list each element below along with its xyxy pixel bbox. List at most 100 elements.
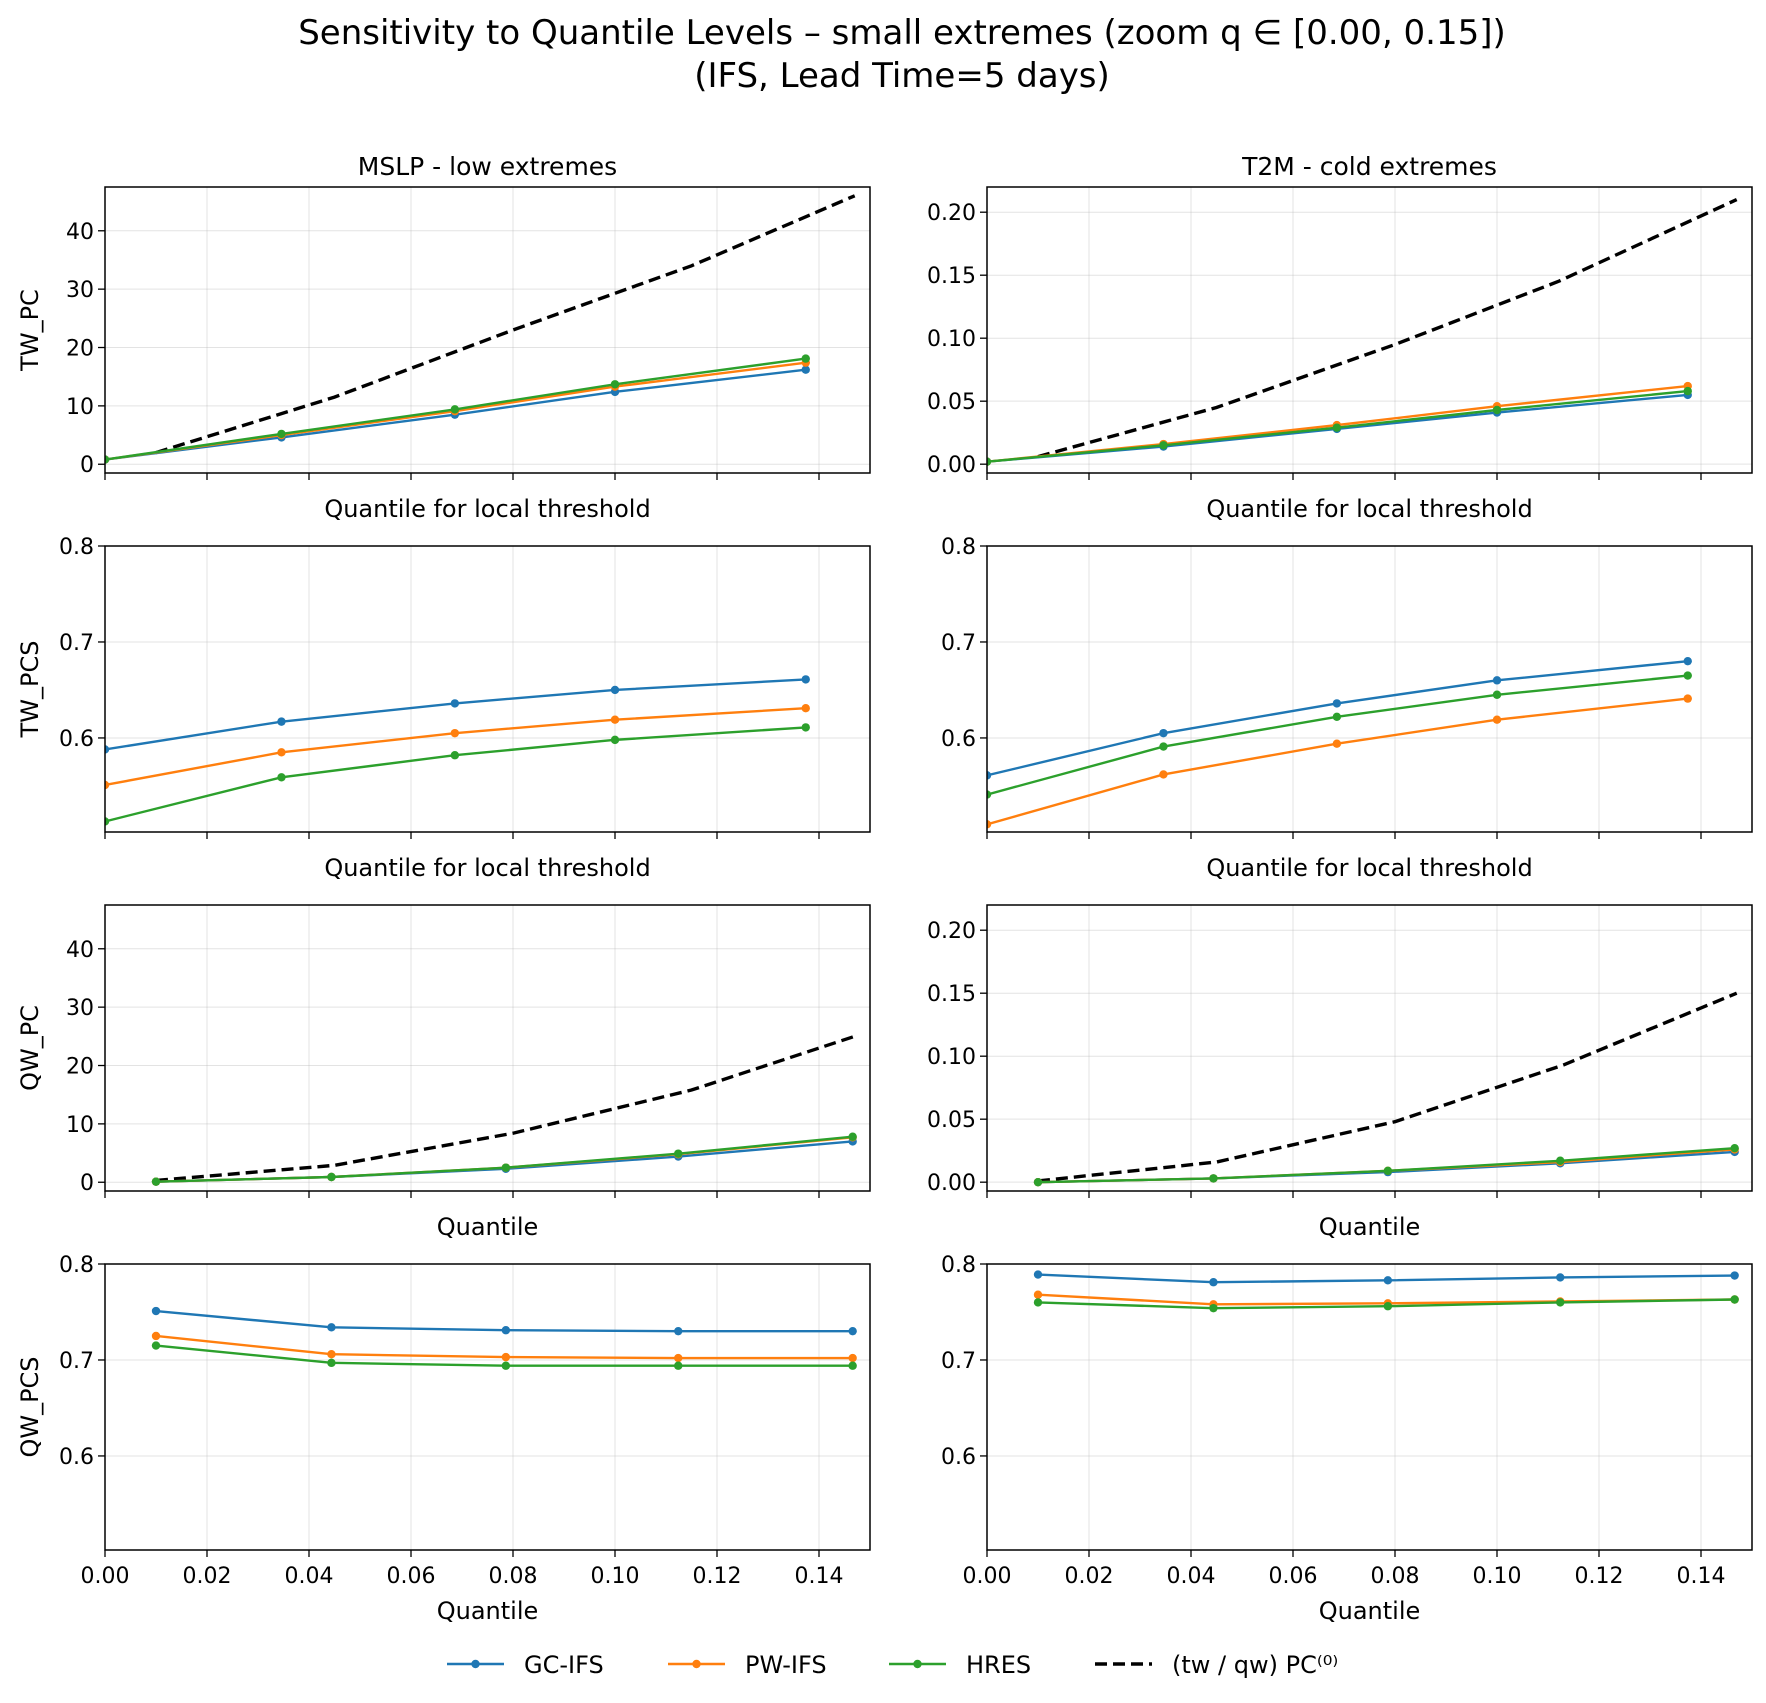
panel-r0-c0: 0 10 20 30 40 MSLP - low extremes Quantile for… (16, 152, 871, 523)
panel-r1-c0-point-gc-ifs-0 (105, 745, 110, 754)
panel-r1-c1-point-gc-ifs-3 (1492, 676, 1502, 685)
panel-r0-c1-ytick-label-3: 0.15 (927, 264, 976, 289)
panel-r3-c0-ylabel: QW_PCS (16, 1356, 44, 1457)
panel-r3-c1-point-gc-ifs-3 (1556, 1273, 1565, 1282)
panel-r2-c1-series-hres (1037, 1146, 1735, 1184)
panel-r3-c1-point-pw-ifs-0 (1033, 1290, 1043, 1299)
panel-r1-c1-point-hres-4 (1683, 671, 1692, 680)
panel-r3-c0-point-pw-ifs-0 (151, 1331, 161, 1341)
panel-r1-c0-point-pw-ifs-0 (105, 780, 110, 790)
panel-r3-c1-frame (986, 1263, 1753, 1551)
panel-r2-c1-ytick-label-3: 0.15 (927, 982, 976, 1007)
panel-r0-c0-ytick-label-4: 40 (66, 220, 94, 245)
panel-r3-c0-frame (104, 1263, 871, 1551)
panel-r2-c0: 0 10 20 30 40 Quantile QW_PC (16, 904, 871, 1241)
panel-r1-c0-ylabel: TW_PCS (16, 641, 44, 739)
panel-r1-c0-xlabel: Quantile for local threshold (324, 854, 650, 882)
panel-r1-c1-ytick-label-2: 0.8 (941, 535, 976, 560)
panel-r2-c0-ytick-label-1: 10 (66, 1113, 94, 1138)
panel-r3-c0-plot-area (151, 1306, 857, 1370)
panel-r0-c0-point-gc-ifs-4 (801, 365, 810, 374)
panel-r3-c1-point-gc-ifs-2 (1383, 1276, 1393, 1285)
panel-r1-c1-point-hres-2 (1332, 712, 1342, 722)
panel-r2-c0-ylabel: QW_PC (16, 1005, 44, 1091)
panel-r2-c0-plot-area (151, 1034, 857, 1186)
panel-r0-c0-point-hres-3 (610, 380, 620, 389)
panel-r3-c1-point-hres-4 (1730, 1295, 1739, 1304)
panel-r1-c1-point-pw-ifs-0 (987, 820, 992, 829)
panel-r3-c1-plot-area (1033, 1270, 1739, 1313)
panel-r3-c0-point-gc-ifs-3 (674, 1326, 683, 1336)
panel-r1-c1-point-pw-ifs-2 (1332, 739, 1342, 748)
panel-r0-c1-point-hres-0 (987, 457, 992, 466)
panel-r1-c1-plot-area (987, 656, 1692, 829)
panel-r2-c0-point-hres-4 (848, 1132, 857, 1141)
panel-r3-c0-ytick-label-0: 0.6 (59, 1445, 94, 1470)
panel-r1-c1-point-gc-ifs-4 (1683, 656, 1692, 666)
panel-r3-c1-point-gc-ifs-1 (1209, 1278, 1218, 1287)
panel-r0-c1-point-hres-3 (1492, 405, 1502, 415)
panel-r3-c1-xtick-label-1: 0.02 (1065, 1564, 1114, 1589)
panel-r0-c1-ytick-label-1: 0.05 (927, 390, 976, 415)
panel-r0-c1-point-hres-1 (1159, 441, 1168, 450)
panel-r3-c1-xtick-label-6: 0.12 (1575, 1564, 1624, 1589)
figure-title-line1: Sensitivity to Quantile Levels – small e… (298, 13, 1506, 53)
panel-r1-c0-point-gc-ifs-1 (277, 717, 286, 726)
panel-r2-c0-series-pw-ifs (155, 1136, 853, 1183)
panel-r0-c1-point-hres-4 (1683, 386, 1692, 396)
panel-r3-c0-point-pw-ifs-2 (501, 1352, 511, 1362)
panel-r1-c1-frame (986, 545, 1753, 833)
panel-r1-c0-ytick-label-1: 0.7 (59, 631, 94, 656)
panel-r2-c1-series-pw-ifs (1037, 1148, 1735, 1184)
panel-r3-c0-xtick-label-2: 0.04 (285, 1564, 334, 1589)
panel-r3-c1-xtick-label-0: 0.00 (963, 1564, 1012, 1589)
panel-r2-c0-xlabel: Quantile (437, 1213, 539, 1241)
panel-r1-c1-point-hres-0 (987, 790, 992, 799)
panel-r3-c0-xlabel: Quantile (437, 1597, 539, 1625)
legend-entry-2-label: HRES (966, 1651, 1031, 1679)
panel-r3-c0-point-hres-1 (327, 1358, 336, 1368)
panel-r0-c1: 0.00 0.05 0.10 0.15 0.20 T2M - cold extremes Q… (927, 152, 1753, 523)
panel-r2-c1-frame (986, 904, 1753, 1192)
panel-r1-c0-point-hres-0 (105, 817, 110, 826)
panel-r3-c0-xtick-label-3: 0.06 (387, 1564, 436, 1589)
legend-entry-0-label: GC-IFS (524, 1651, 604, 1679)
panel-r1-c1: 0.6 0.7 0.8 Quantile for local threshold (941, 535, 1753, 882)
panel-r1-c1-xlabel: Quantile for local threshold (1206, 854, 1532, 882)
panel-r1-c1-point-gc-ifs-0 (987, 771, 992, 780)
panel-r2-c1-ytick-label-4: 0.20 (927, 919, 976, 944)
panel-r3-c1-xtick-label-7: 0.14 (1677, 1564, 1726, 1589)
panel-r3-c1-xtick-label-3: 0.06 (1269, 1564, 1318, 1589)
panel-r3-c0-xtick-label-7: 0.14 (795, 1564, 844, 1589)
panel-r3-c0-point-pw-ifs-1 (327, 1350, 336, 1359)
legend: GC-IFS PW-IFS HRES (tw / qw) PC⁽⁰⁾ (447, 1651, 1338, 1679)
panel-r1-c1-ytick-label-1: 0.7 (941, 631, 976, 656)
panel-r2-c1-point-hres-4 (1730, 1143, 1739, 1153)
panel-r1-c0-frame (104, 545, 871, 833)
panel-r1-c0-point-gc-ifs-4 (801, 675, 810, 684)
legend-entry-0-marker (471, 1659, 480, 1669)
panel-r0-c1-ytick-label-2: 0.10 (927, 327, 976, 352)
panel-r1-c0-ytick-label-2: 0.8 (59, 535, 94, 560)
panel-r2-c0-frame (104, 904, 871, 1192)
panel-r0-c1-plot-area (987, 198, 1738, 466)
panel-r1-c1-point-hres-1 (1159, 742, 1168, 751)
panel-r1-c1-point-gc-ifs-2 (1332, 699, 1342, 708)
panel-r1-c0-plot-area (105, 675, 810, 826)
panel-r2-c0-ytick-label-0: 0 (80, 1171, 94, 1196)
panel-r3-c1-ytick-label-1: 0.7 (941, 1349, 976, 1374)
panel-r2-c1-point-hres-3 (1556, 1156, 1565, 1165)
panel-r3-c0-point-gc-ifs-0 (151, 1306, 161, 1316)
panel-r0-c0-ytick-label-2: 20 (66, 337, 94, 362)
panel-r0-c0-ytick-label-0: 0 (80, 453, 94, 478)
panel-r2-c0-point-hres-0 (151, 1177, 161, 1186)
panel-r2-c1-point-hres-0 (1033, 1177, 1043, 1187)
panel-r1-c0-point-pw-ifs-4 (801, 703, 810, 713)
panel-r2-c1-point-hres-2 (1383, 1166, 1393, 1176)
panel-r3-c0-point-hres-4 (848, 1361, 857, 1370)
panel-r2-c1-ytick-label-2: 0.10 (927, 1045, 976, 1070)
figure-title-line2: (IFS, Lead Time=5 days) (694, 56, 1110, 96)
panel-r3-c0-ytick-label-2: 0.8 (59, 1253, 94, 1278)
panel-r3-c0-point-pw-ifs-4 (848, 1353, 857, 1363)
